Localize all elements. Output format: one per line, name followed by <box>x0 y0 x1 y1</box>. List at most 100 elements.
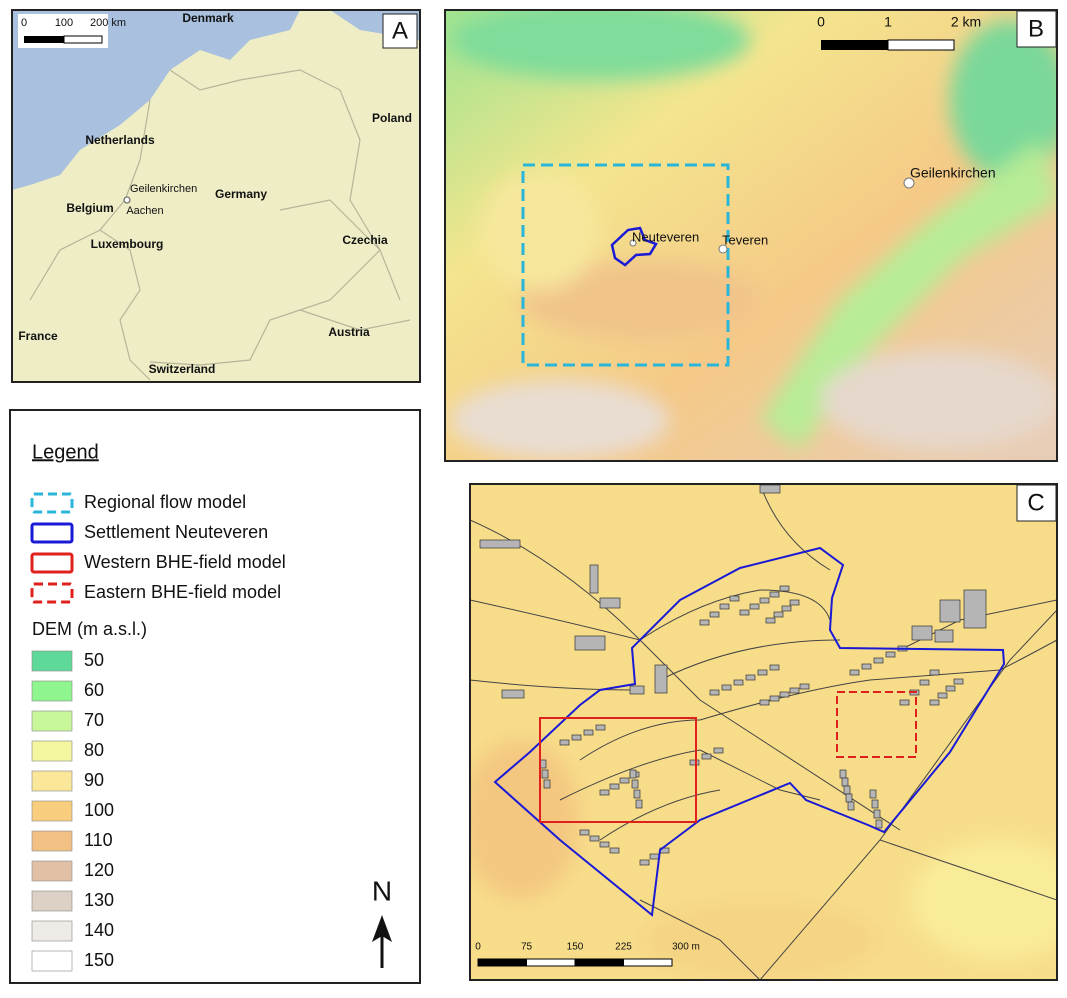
path <box>579 719 701 761</box>
building <box>619 777 630 784</box>
building <box>789 687 800 694</box>
place: Geilenkirchen <box>130 183 197 195</box>
building <box>919 679 930 686</box>
path <box>699 669 1001 721</box>
building <box>929 699 940 706</box>
dem-swatch <box>31 650 73 672</box>
city <box>629 239 637 247</box>
building <box>953 678 964 685</box>
building <box>779 585 790 592</box>
place: Luxembourg <box>91 237 164 251</box>
building <box>929 669 940 676</box>
north-label: N <box>372 875 392 906</box>
place: Czechia <box>342 233 388 247</box>
scale-label: 0 <box>21 17 27 29</box>
ellipse <box>470 740 580 900</box>
dem-label: 60 <box>84 680 104 700</box>
dem-label: 90 <box>84 770 104 790</box>
north-arrow <box>372 915 392 942</box>
ellipse <box>910 840 1057 960</box>
rect <box>589 564 599 594</box>
rect <box>599 597 621 609</box>
path <box>759 484 831 571</box>
place: France <box>18 329 58 343</box>
place: Teveren <box>722 232 768 247</box>
path <box>169 69 401 301</box>
building <box>609 847 620 854</box>
path <box>299 309 411 331</box>
building <box>733 679 744 686</box>
building <box>719 603 730 610</box>
building <box>689 759 700 766</box>
building <box>873 657 884 664</box>
legend-swatch <box>30 492 74 514</box>
building <box>595 724 606 731</box>
place: Germany <box>215 187 267 201</box>
building <box>709 611 720 618</box>
building <box>871 799 879 809</box>
building <box>937 692 948 699</box>
ellipse <box>450 10 750 80</box>
panel-label-box <box>1016 484 1057 522</box>
building <box>841 777 849 787</box>
dem-swatch <box>31 830 73 852</box>
dem-swatch <box>31 950 73 972</box>
legend-label: Western BHE-field model <box>84 552 286 572</box>
rect <box>574 635 606 651</box>
rect <box>479 539 521 549</box>
building <box>713 747 724 754</box>
building <box>589 835 600 842</box>
rect <box>939 599 961 623</box>
building <box>629 769 637 779</box>
rect <box>759 484 781 494</box>
dem-label: 80 <box>84 740 104 760</box>
building <box>799 683 810 690</box>
building <box>843 785 851 795</box>
panel-label: B <box>1028 15 1044 42</box>
building <box>781 605 792 612</box>
scale-label: 200 km <box>90 17 126 29</box>
panel-c <box>470 484 1057 980</box>
legend-label: Settlement Neuteveren <box>84 522 268 542</box>
building <box>765 617 776 624</box>
scale-label: 100 <box>55 17 73 29</box>
scale-label: 1 <box>884 14 892 30</box>
place: Neuteveren <box>632 229 699 244</box>
dem-swatch <box>31 860 73 882</box>
dem-label: 100 <box>84 800 114 820</box>
building <box>571 734 582 741</box>
building <box>849 669 860 676</box>
place: Austria <box>328 325 370 339</box>
legend-label: Regional flow model <box>84 492 246 512</box>
building <box>639 859 650 866</box>
scale-label: 225 <box>615 942 632 953</box>
scale-label: 300 m <box>672 942 700 953</box>
dem-swatch <box>31 740 73 762</box>
building <box>631 779 639 789</box>
frame <box>11 9 421 383</box>
dem-swatch <box>31 770 73 792</box>
place: Denmark <box>182 11 234 25</box>
ellipse <box>640 900 880 980</box>
building <box>869 789 877 799</box>
legend-swatch <box>30 582 74 604</box>
western-bhe-field <box>539 717 697 823</box>
place: Belgium <box>66 201 113 215</box>
panel-a: 0 100 200 km A Denmark Netherlands Polan… <box>11 9 421 383</box>
frame <box>444 9 1058 462</box>
scale-label: 150 <box>567 942 584 953</box>
building <box>945 685 956 692</box>
ellipse <box>450 380 670 460</box>
building <box>861 663 872 670</box>
panel-b-overlay: Geilenkirchen Neuteveren Teveren 0 1 2 k… <box>444 9 1058 462</box>
building <box>875 819 883 829</box>
dem-swatch <box>31 800 73 822</box>
legend-frame <box>9 409 421 984</box>
building <box>769 664 780 671</box>
building <box>635 799 643 809</box>
dem-label: 70 <box>84 710 104 730</box>
scale-bar <box>63 35 103 44</box>
path <box>760 140 1057 450</box>
building <box>759 597 770 604</box>
